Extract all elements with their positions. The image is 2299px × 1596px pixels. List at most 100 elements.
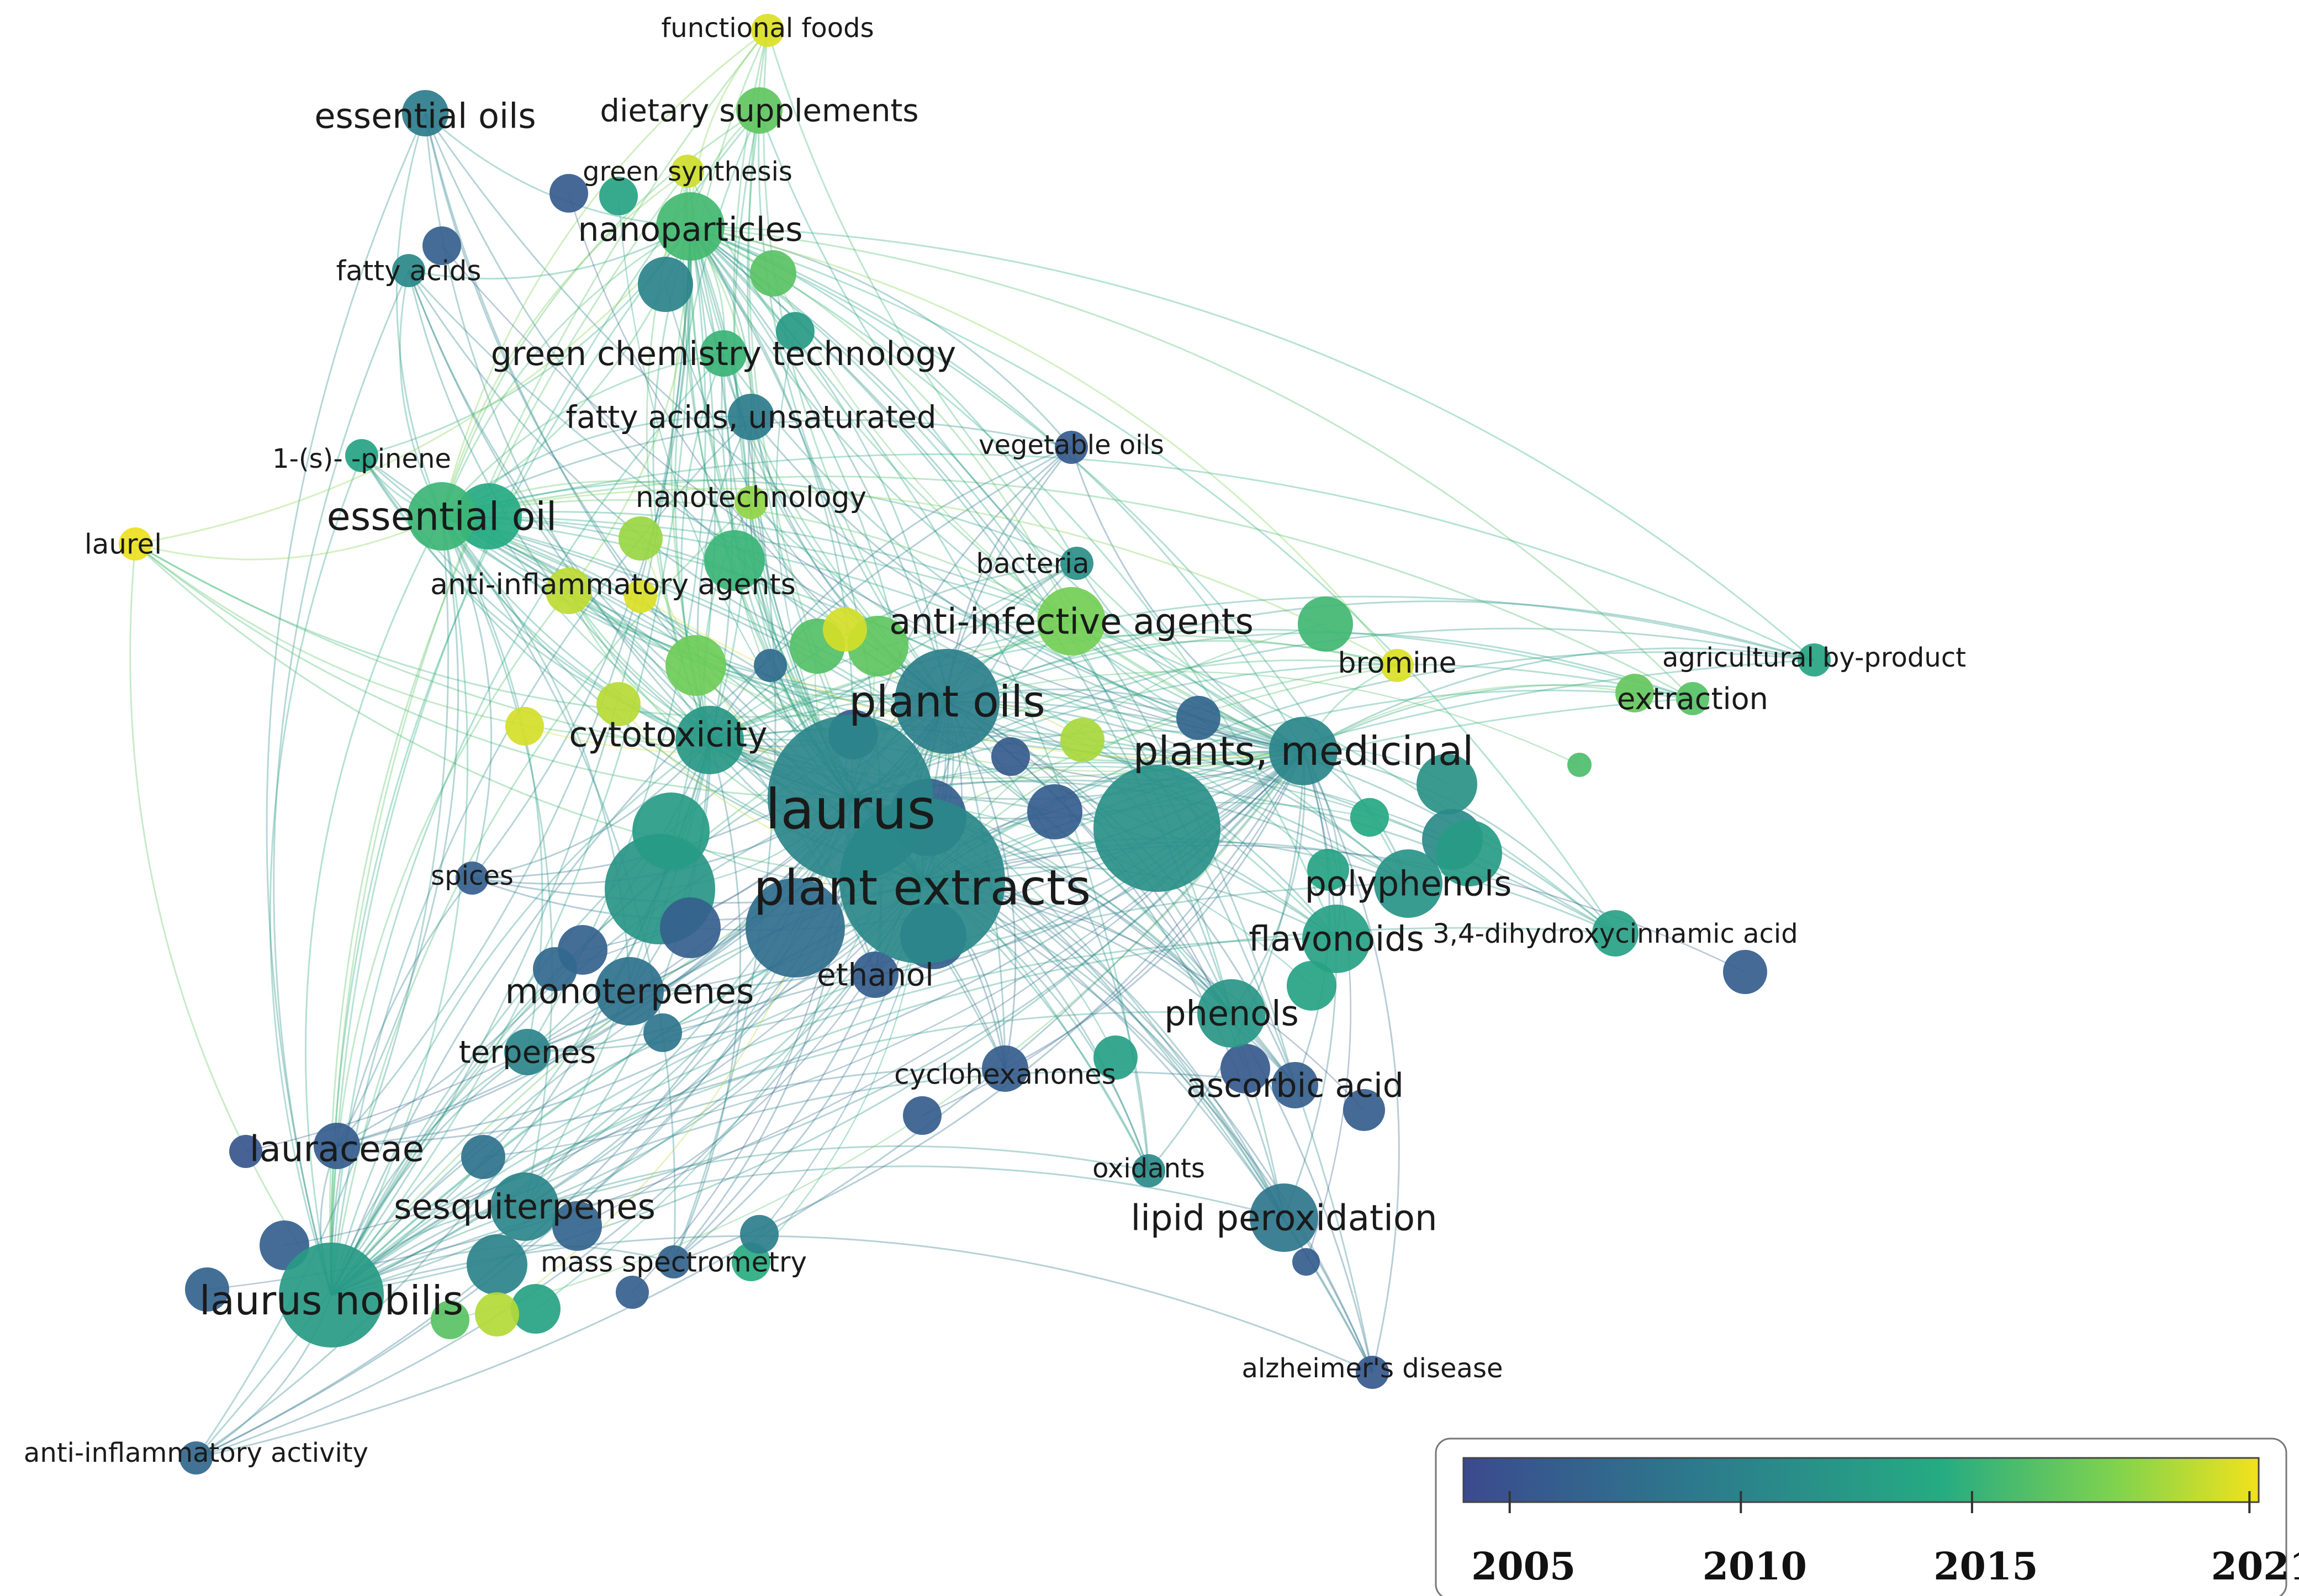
keyword-bubble — [660, 897, 721, 958]
node-lipid-peroxidation[interactable] — [1250, 1183, 1318, 1252]
keyword-bubble — [1417, 754, 1477, 815]
node-laurus-nobilis[interactable] — [279, 1243, 384, 1347]
node-pinene[interactable] — [345, 439, 378, 472]
co-occurrence-link — [947, 700, 1304, 764]
keyword-bubble — [1060, 718, 1104, 762]
co-occurrence-link — [441, 488, 1398, 667]
node-label-essential-oils: essential oils — [314, 96, 536, 136]
co-occurrence-link — [689, 226, 748, 741]
co-occurrence-link — [686, 171, 1304, 752]
co-occurrence-link — [946, 701, 1017, 1069]
keyword-bubble — [599, 177, 638, 215]
keyword-bubble — [624, 580, 657, 613]
node-extraction[interactable] — [1676, 682, 1709, 715]
node-green-synthesis[interactable] — [671, 155, 704, 188]
co-occurrence-link — [709, 446, 1072, 741]
co-occurrence-link — [441, 499, 1072, 622]
keyword-bubble — [505, 707, 544, 746]
co-occurrence-link — [1148, 751, 1304, 1171]
co-occurrence-link — [336, 880, 923, 1147]
co-occurrence-link — [709, 628, 1693, 741]
node-nanoparticles[interactable] — [656, 192, 725, 261]
node-label-essential-oil: essential oil — [327, 494, 557, 540]
co-occurrence-link — [441, 479, 1077, 564]
keyword-bubble — [1307, 849, 1349, 891]
node-plant-extracts[interactable] — [839, 798, 1005, 964]
co-occurrence-link — [673, 751, 1304, 1263]
node-ascorbic-acid[interactable] — [1272, 1062, 1318, 1108]
node-green-chemistry[interactable] — [700, 330, 747, 377]
node-label-nanotechnology: nanotechnology — [636, 481, 866, 514]
keyword-bubble — [1027, 784, 1082, 839]
node-label-polyphenols: polyphenols — [1305, 864, 1512, 904]
co-occurrence-link — [709, 595, 1815, 741]
node-oxidants[interactable] — [1132, 1154, 1165, 1187]
node-label-anti-inflammatory-agents: anti-inflammatory agents — [430, 568, 796, 601]
node-agricultural-byproduct[interactable] — [1798, 643, 1831, 677]
node-alzheimers[interactable] — [1356, 1356, 1389, 1389]
co-occurrence-link — [441, 515, 876, 975]
co-occurrence-link — [135, 543, 710, 741]
co-occurrence-link — [441, 29, 768, 517]
keyword-bubble — [1093, 1035, 1138, 1080]
node-fatty-acids[interactable] — [392, 254, 425, 287]
keyword-bubble — [754, 649, 787, 682]
co-occurrence-link — [441, 245, 1304, 752]
co-occurrence-link — [195, 880, 923, 1459]
node-nanotechnology[interactable] — [734, 486, 768, 519]
node-fatty-acids-unsat[interactable] — [728, 394, 774, 440]
node-essential-oils[interactable] — [402, 90, 448, 136]
node-functional-foods[interactable] — [751, 14, 784, 47]
co-occurrence-link — [273, 270, 410, 1296]
node-sesquiterpenes[interactable] — [490, 1172, 559, 1241]
keyword-bubble — [903, 1096, 942, 1135]
node-bacteria[interactable] — [1060, 547, 1093, 580]
keyword-bubble — [619, 516, 663, 561]
node-laurel[interactable] — [119, 527, 152, 561]
keyword-bubble — [456, 483, 522, 549]
node-dihydroxycinnamic[interactable] — [1592, 910, 1639, 956]
node-phenols[interactable] — [1197, 979, 1266, 1048]
node-mass-spectrometry[interactable] — [657, 1245, 690, 1278]
scale-tick-label: 2015 — [1933, 1545, 2038, 1589]
co-occurrence-link — [686, 226, 852, 799]
node-cytotoxicity[interactable] — [675, 706, 744, 774]
node-flavonoids[interactable] — [1302, 905, 1371, 973]
node-bromine[interactable] — [1381, 649, 1414, 682]
keyword-bubble — [461, 1135, 505, 1179]
node-label-terpenes: terpenes — [459, 1035, 596, 1071]
node-anti-infective[interactable] — [1037, 587, 1106, 656]
co-occurrence-link — [690, 225, 1373, 1373]
node-monoterpenes[interactable] — [595, 957, 664, 1026]
co-occurrence-link — [1303, 750, 1616, 934]
node-label-ethanol: ethanol — [817, 958, 934, 993]
node-lauraceae[interactable] — [314, 1123, 360, 1169]
co-occurrence-link — [135, 543, 851, 799]
co-occurrence-link — [670, 30, 769, 741]
co-occurrence-link — [763, 30, 948, 702]
node-dietary-supplements[interactable] — [736, 87, 783, 134]
node-spices[interactable] — [456, 862, 489, 895]
co-occurrence-link — [1076, 563, 1304, 752]
co-occurrence-link — [331, 1165, 1285, 1296]
node-ethanol[interactable] — [852, 952, 899, 998]
node-cyclohexanones[interactable] — [982, 1045, 1028, 1092]
node-essential-oil[interactable] — [408, 482, 476, 551]
keyword-bubble — [422, 226, 461, 265]
node-anti-inflammatory-activity[interactable] — [179, 1441, 213, 1475]
keyword-bubble — [746, 878, 845, 977]
node-polyphenols[interactable] — [1374, 849, 1442, 918]
co-occurrence-link — [135, 226, 691, 545]
node-vegetable-oils[interactable] — [1055, 431, 1088, 464]
co-occurrence-link — [330, 30, 769, 1296]
node-plants-medicinal[interactable] — [1269, 717, 1338, 785]
co-occurrence-link — [690, 225, 1338, 939]
node-terpenes[interactable] — [504, 1029, 551, 1075]
node-label-phenols: phenols — [1164, 993, 1299, 1034]
color-scale-bar — [1462, 1457, 2260, 1503]
node-anti-inflammatory-agents[interactable] — [546, 568, 592, 614]
co-occurrence-link — [441, 515, 1409, 885]
node-plant-oils[interactable] — [895, 649, 1000, 754]
co-occurrence-link — [424, 113, 1304, 752]
